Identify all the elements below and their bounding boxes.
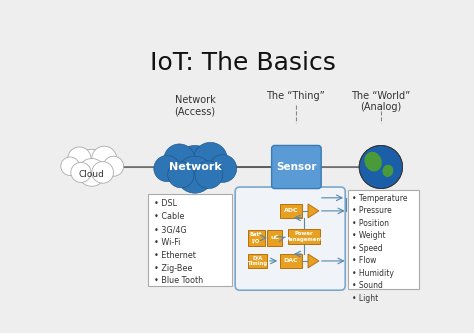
Polygon shape bbox=[308, 204, 319, 218]
Text: Network: Network bbox=[168, 162, 221, 172]
Circle shape bbox=[168, 162, 194, 188]
Circle shape bbox=[193, 143, 228, 176]
Text: The “Thing”: The “Thing” bbox=[266, 91, 325, 101]
Circle shape bbox=[76, 149, 107, 180]
Circle shape bbox=[154, 156, 180, 181]
Text: Batt
I/O: Batt I/O bbox=[250, 232, 262, 243]
Circle shape bbox=[359, 146, 402, 188]
Text: IoT: The Basics: IoT: The Basics bbox=[150, 51, 336, 75]
Text: Sensor: Sensor bbox=[276, 162, 317, 172]
Circle shape bbox=[78, 159, 106, 186]
Text: uC: uC bbox=[270, 235, 279, 240]
FancyBboxPatch shape bbox=[280, 254, 302, 268]
Ellipse shape bbox=[383, 165, 393, 177]
FancyBboxPatch shape bbox=[272, 146, 321, 188]
FancyBboxPatch shape bbox=[347, 190, 419, 289]
Circle shape bbox=[164, 144, 195, 175]
FancyBboxPatch shape bbox=[235, 187, 345, 290]
Circle shape bbox=[195, 161, 223, 188]
Circle shape bbox=[92, 162, 113, 183]
Circle shape bbox=[71, 163, 91, 182]
Circle shape bbox=[209, 155, 237, 182]
FancyBboxPatch shape bbox=[267, 230, 283, 245]
Ellipse shape bbox=[365, 152, 382, 171]
Text: D/A
Timing: D/A Timing bbox=[247, 255, 267, 266]
Circle shape bbox=[103, 156, 124, 176]
Text: The “World”
(Analog): The “World” (Analog) bbox=[351, 91, 410, 112]
Text: • Temperature
• Pressure
• Position
• Weight
• Speed
• Flow
• Humidity
• Sound
•: • Temperature • Pressure • Position • We… bbox=[352, 194, 408, 303]
FancyBboxPatch shape bbox=[148, 194, 232, 286]
Circle shape bbox=[61, 157, 80, 175]
Polygon shape bbox=[308, 254, 319, 268]
Text: Network
(Access): Network (Access) bbox=[174, 95, 216, 117]
Circle shape bbox=[173, 146, 217, 188]
Text: Cloud: Cloud bbox=[79, 170, 105, 179]
Circle shape bbox=[92, 146, 117, 171]
Circle shape bbox=[176, 156, 213, 193]
Text: DAC: DAC bbox=[283, 258, 298, 263]
FancyBboxPatch shape bbox=[280, 204, 302, 218]
Text: ADC: ADC bbox=[283, 208, 298, 213]
Circle shape bbox=[68, 147, 91, 170]
Text: Power
Management: Power Management bbox=[285, 231, 323, 242]
FancyBboxPatch shape bbox=[247, 254, 267, 268]
Text: • DSL
• Cable
• 3G/4G
• Wi-Fi
• Ethernet
• Zig-Bee
• Blue Tooth: • DSL • Cable • 3G/4G • Wi-Fi • Ethernet… bbox=[154, 199, 203, 285]
FancyBboxPatch shape bbox=[288, 229, 320, 244]
FancyBboxPatch shape bbox=[247, 230, 264, 245]
